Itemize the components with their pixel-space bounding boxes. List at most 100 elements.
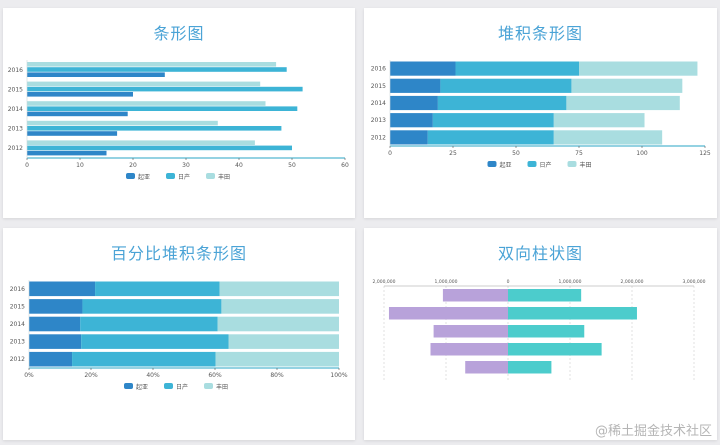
x-tick-label: 125 <box>699 150 711 157</box>
bar-left <box>430 343 508 356</box>
x-tick-label: 50 <box>288 162 296 169</box>
bar-segment <box>81 334 229 349</box>
bar <box>27 81 261 87</box>
bar-left <box>433 325 508 338</box>
x-tick-label: 40 <box>235 162 243 169</box>
bar-segment <box>390 130 428 145</box>
x-tick-label: 0 <box>25 162 29 169</box>
bar-segment <box>437 95 567 111</box>
bar <box>27 126 282 131</box>
bar <box>27 106 298 111</box>
bar-segment <box>228 334 339 349</box>
x-tick-label: 100% <box>330 372 347 379</box>
legend-label: 日产 <box>178 173 190 181</box>
x-tick-label: 2,000,000 <box>621 279 644 285</box>
bar <box>27 92 133 97</box>
x-tick-label: 0% <box>24 372 34 379</box>
y-tick-label: 2015 <box>10 303 25 310</box>
bar-segment <box>29 316 81 332</box>
y-tick-label: 2012 <box>371 134 386 141</box>
bar <box>27 120 218 126</box>
legend-swatch <box>204 383 213 389</box>
bar <box>27 131 118 136</box>
x-tick-label: 0 <box>388 150 392 157</box>
bar <box>27 62 277 67</box>
bar-segment <box>566 95 680 111</box>
x-tick-label: 40% <box>146 372 160 379</box>
legend-label: 丰田 <box>218 173 230 181</box>
percent-stacked-bar-chart-svg: 2012 2013 2014 2015 2016 0% 20% 40% 60% 80% 100% 起亚… <box>10 280 348 391</box>
watermark: @稀土掘金技术社区 <box>594 424 712 439</box>
bar <box>27 145 292 151</box>
bar-right <box>508 289 582 302</box>
bar-segment <box>571 78 683 93</box>
x-tick-label: 60 <box>341 162 349 169</box>
legend-swatch <box>166 173 175 179</box>
legend-swatch <box>206 173 215 179</box>
bar <box>27 67 287 72</box>
bar-segment <box>219 281 339 297</box>
bar-left <box>388 307 508 320</box>
bar-segment <box>390 95 438 111</box>
bar-segment <box>427 130 554 145</box>
x-tick-label: 10 <box>76 162 84 169</box>
x-tick-label: 60% <box>208 372 222 379</box>
y-tick-label: 2014 <box>8 106 23 113</box>
legend-label: 起亚 <box>500 161 512 169</box>
y-tick-label: 2015 <box>371 83 386 90</box>
bar-segment <box>217 316 339 332</box>
bar-chart-svg: 2012 2013 2014 2015 2016 0 10 20 30 40 50 60 起亚 日产 丰田 <box>8 60 349 181</box>
legend-label: 起亚 <box>136 383 148 391</box>
x-tick-label: 1,000,000 <box>559 279 582 285</box>
y-tick-label: 2012 <box>8 145 23 152</box>
y-tick-label: 2015 <box>8 86 23 93</box>
x-tick-label: 30 <box>182 162 190 169</box>
bar-segment <box>72 351 216 367</box>
stacked-bar-chart-panel: 堆积条形图 2012 2013 2014 2015 2016 0 25 50 75 100 125 起… <box>364 8 717 218</box>
y-tick-label: 2012 <box>10 356 25 363</box>
legend-label: 日产 <box>176 383 188 391</box>
bar-left <box>465 361 508 374</box>
bar <box>27 140 255 145</box>
bar-right <box>508 343 602 356</box>
bar <box>27 150 107 156</box>
x-tick-label: 0 <box>507 279 510 285</box>
diverging-bar-chart-panel: 双向柱状图 2,000,000 1,000,000 0 1,000,000 2,000,… <box>364 228 717 440</box>
y-tick-label: 2016 <box>8 67 23 74</box>
legend-label: 起亚 <box>138 173 150 181</box>
y-tick-label: 2013 <box>371 117 386 124</box>
bar-right <box>508 307 637 320</box>
bar-chart-panel: 条形图 2012 2013 2014 2015 2016 0 10 20 30 40 50 60 起亚 日… <box>3 8 355 218</box>
diverging-bar-chart-svg: 2,000,000 1,000,000 0 1,000,000 2,000,000 3,0… <box>373 279 706 380</box>
x-tick-label: 20 <box>129 162 137 169</box>
bar-segment <box>390 78 441 93</box>
chart-title: 百分比堆积条形图 <box>110 244 247 263</box>
bar-left <box>442 289 508 302</box>
x-tick-label: 75 <box>575 150 583 157</box>
bar-segment <box>390 61 456 76</box>
chart-title: 条形图 <box>153 24 205 43</box>
bar-segment <box>29 299 83 314</box>
bar-segment <box>29 334 82 349</box>
bar <box>27 72 165 77</box>
bar-segment <box>455 61 579 76</box>
legend-label: 日产 <box>540 161 552 169</box>
bar <box>27 111 128 117</box>
x-tick-label: 100 <box>636 150 648 157</box>
x-tick-label: 25 <box>449 150 457 157</box>
legend-swatch <box>124 383 133 389</box>
bar-segment <box>29 351 73 367</box>
legend-label: 丰田 <box>216 383 228 391</box>
chart-title: 堆积条形图 <box>497 24 583 43</box>
bar-segment <box>432 113 554 128</box>
y-tick-label: 2016 <box>10 286 25 293</box>
bar-segment <box>440 78 572 93</box>
x-tick-label: 80% <box>270 372 284 379</box>
bar-segment <box>553 130 663 145</box>
y-tick-label: 2014 <box>10 321 25 328</box>
y-tick-label: 2013 <box>8 126 23 133</box>
bar-segment <box>95 281 220 297</box>
bar-segment <box>215 351 339 367</box>
legend-swatch <box>126 173 135 179</box>
legend-swatch <box>567 161 577 167</box>
